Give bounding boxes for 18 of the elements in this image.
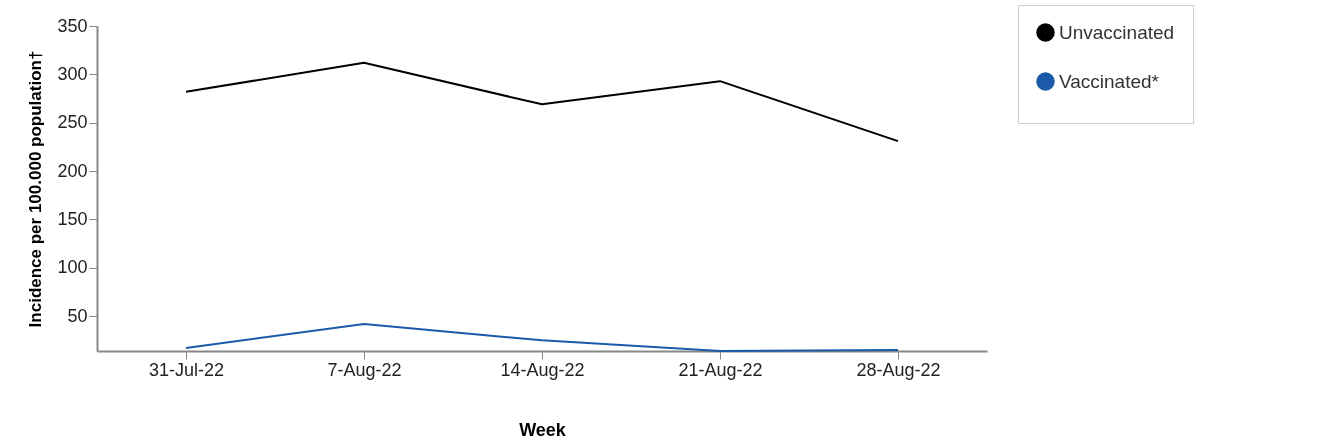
y-tick-label: 300 (57, 63, 88, 84)
y-axis-title: Incidence per 100.000 population† (26, 50, 46, 328)
y-tick-label: 50 (67, 305, 88, 326)
x-axis-title: Week (519, 419, 567, 440)
x-tick-label: 7-Aug-22 (327, 359, 402, 380)
line-series (185, 322, 899, 352)
legend-label: Unvaccinated (1059, 21, 1175, 43)
x-tick-label: 31-Jul-22 (148, 359, 225, 380)
line-series (185, 61, 899, 143)
x-tick-label: 28-Aug-22 (856, 359, 941, 380)
legend-label: Vaccinated* (1059, 70, 1160, 92)
x-tick-label: 14-Aug-22 (500, 359, 585, 380)
y-tick-label: 250 (57, 112, 88, 133)
y-tick-label: 150 (57, 208, 88, 229)
x-tick-label: 21-Aug-22 (678, 359, 763, 380)
y-tick-label: 350 (57, 15, 88, 36)
y-tick-label: 200 (57, 160, 88, 181)
y-tick-label: 100 (57, 257, 88, 278)
